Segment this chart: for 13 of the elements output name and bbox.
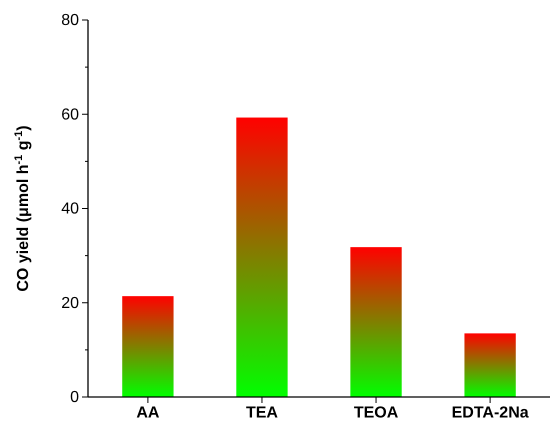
bar bbox=[236, 118, 288, 397]
x-tick-label: TEOA bbox=[354, 404, 399, 422]
x-tick-label: TEA bbox=[246, 404, 278, 422]
y-tick-label: 60 bbox=[61, 106, 80, 124]
y-tick-label: 0 bbox=[70, 389, 80, 406]
x-tick-label: EDTA-2Na bbox=[452, 404, 529, 422]
bar bbox=[464, 333, 516, 397]
bar bbox=[122, 296, 174, 397]
y-tick-label: 40 bbox=[61, 200, 80, 218]
y-tick-label: 80 bbox=[61, 12, 80, 30]
y-tick-label: 20 bbox=[61, 294, 80, 312]
bar bbox=[350, 247, 402, 397]
x-tick-label: AA bbox=[136, 404, 160, 422]
